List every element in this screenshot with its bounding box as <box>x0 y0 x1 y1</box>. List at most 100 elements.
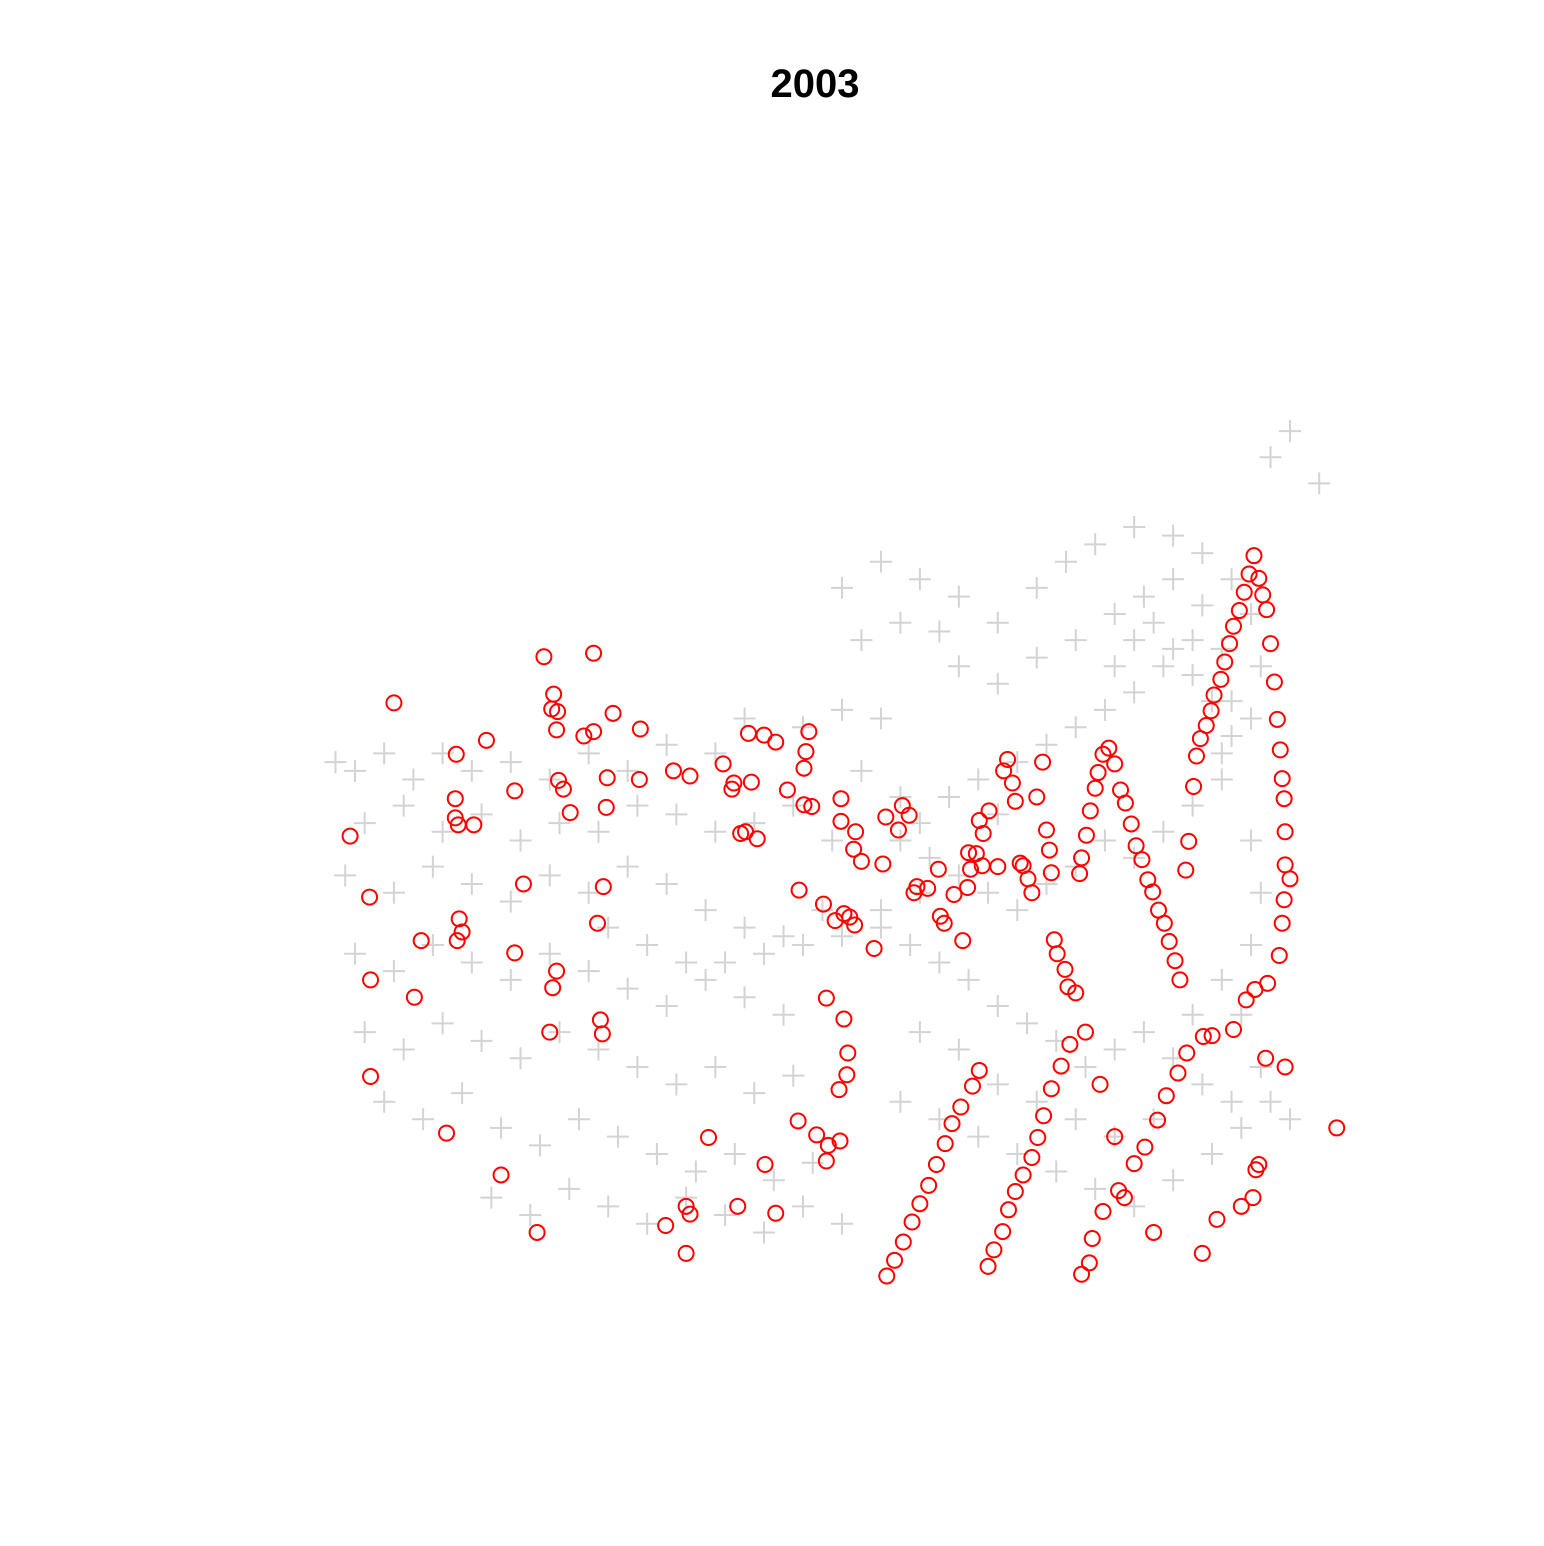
chart-title: 2003 <box>770 62 860 106</box>
circle-point <box>1106 755 1124 773</box>
circle-point <box>742 773 760 791</box>
plus-point <box>792 1195 814 1218</box>
circle-point <box>1056 960 1074 978</box>
plus-point <box>392 1038 415 1061</box>
plus-point <box>762 1169 785 1192</box>
circle-point <box>1136 1138 1154 1156</box>
plus-point <box>1142 611 1165 634</box>
circle-point <box>1155 914 1173 932</box>
circle-point <box>1081 802 1099 820</box>
circle-point <box>514 875 532 893</box>
plus-point <box>899 934 922 957</box>
plus-point <box>830 1212 853 1235</box>
circle-point <box>1178 1044 1196 1062</box>
plus-point <box>470 1029 493 1052</box>
circle-point <box>929 860 947 878</box>
circle-point <box>748 830 766 848</box>
circle-point <box>588 914 606 932</box>
circle-series <box>341 547 1346 1285</box>
plus-point <box>908 812 931 835</box>
circle-point <box>548 962 566 980</box>
circle-point <box>1208 1210 1226 1228</box>
plus-point <box>704 820 727 843</box>
plus-point <box>480 1186 503 1209</box>
plus-point <box>1191 1073 1214 1096</box>
plus-point <box>1103 603 1126 626</box>
circle-point <box>877 808 895 826</box>
circle-point <box>989 858 1007 876</box>
circle-point <box>790 881 808 899</box>
circle-point <box>506 944 524 962</box>
plus-point <box>538 942 561 965</box>
plus-point <box>792 934 814 957</box>
plus-point <box>1259 446 1282 469</box>
plus-point <box>1181 1003 1204 1026</box>
plus-point <box>1230 1003 1253 1026</box>
plus-point <box>421 855 444 878</box>
circle-point <box>1225 1021 1243 1039</box>
plus-point <box>1181 794 1204 817</box>
plus-point <box>986 611 1009 634</box>
circle-point <box>1271 741 1289 759</box>
circle-point <box>1270 946 1288 964</box>
circle-point <box>1250 1156 1268 1174</box>
circle-point <box>585 644 603 662</box>
circle-point <box>446 790 464 808</box>
circle-point <box>412 932 430 950</box>
plus-point <box>499 968 522 991</box>
plus-point <box>1308 472 1331 495</box>
plus-point <box>392 794 415 817</box>
circle-point <box>1194 1027 1212 1045</box>
circle-point <box>1221 635 1239 653</box>
plus-point <box>889 785 912 808</box>
circle-point <box>492 1166 510 1184</box>
circle-point <box>960 844 978 862</box>
plus-point <box>1220 690 1243 713</box>
circle-point <box>845 840 863 858</box>
circle-point <box>994 1223 1012 1241</box>
circle-point <box>1177 861 1195 879</box>
circle-point <box>604 704 622 722</box>
circle-point <box>1202 702 1220 720</box>
plus-point <box>1123 1195 1146 1218</box>
circle-point <box>549 703 567 721</box>
plus-point <box>1181 629 1204 652</box>
plus-point <box>353 812 376 835</box>
circle-point <box>1281 870 1299 888</box>
plus-point <box>499 751 522 774</box>
plus-point <box>811 899 834 922</box>
plus-point <box>850 759 873 782</box>
plus-point <box>1162 568 1185 591</box>
plus-point <box>782 794 805 817</box>
plus-series <box>324 420 1331 1244</box>
circle-point <box>1273 770 1291 788</box>
circle-point <box>739 724 757 742</box>
plus-point <box>947 1038 970 1061</box>
circle-point <box>1245 547 1263 565</box>
circle-point <box>1180 832 1198 850</box>
circle-point <box>995 762 1013 780</box>
plus-point <box>558 1177 581 1200</box>
circle-point <box>1040 841 1058 859</box>
circle-point <box>465 816 483 834</box>
circle-point <box>1203 1027 1221 1045</box>
plus-point <box>772 1003 795 1026</box>
plus-point <box>830 925 853 948</box>
plus-point <box>1201 1143 1224 1166</box>
circle-point <box>1028 788 1046 806</box>
circle-point <box>657 1216 675 1234</box>
circle-point <box>817 989 835 1007</box>
circle-point <box>446 809 464 827</box>
plus-point <box>636 934 659 957</box>
plus-point <box>947 585 970 608</box>
circle-point <box>593 1025 611 1043</box>
plus-point <box>1230 1116 1253 1139</box>
circle-point <box>664 762 682 780</box>
circle-point <box>1185 777 1203 795</box>
circle-point <box>952 1098 970 1116</box>
plus-point <box>1249 881 1272 904</box>
circle-point <box>814 895 832 913</box>
circle-point <box>630 771 648 789</box>
plus-point <box>343 759 366 782</box>
plus-point <box>334 864 357 887</box>
